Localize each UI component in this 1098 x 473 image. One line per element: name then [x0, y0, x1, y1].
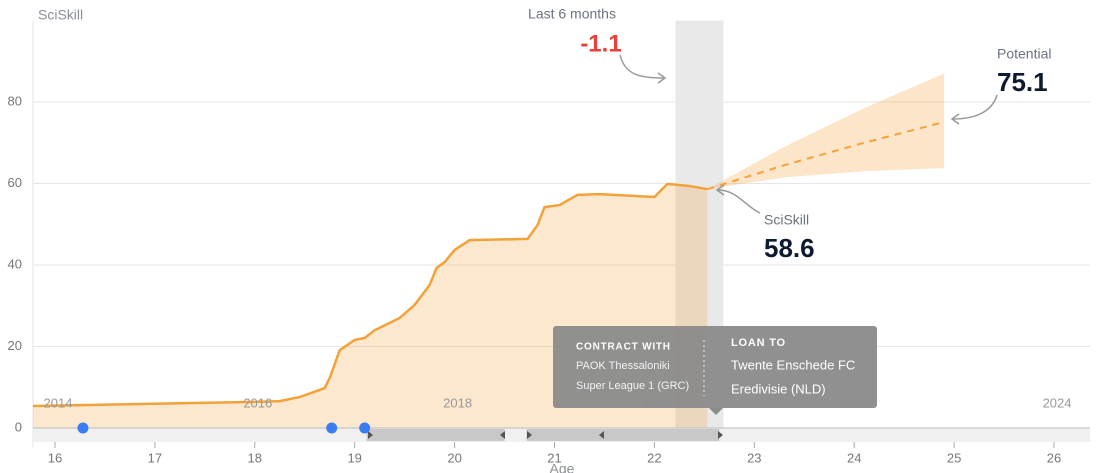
- potential-value: 75.1: [997, 67, 1048, 97]
- transfer-dot: [77, 422, 89, 434]
- timeline-segment: [366, 429, 505, 441]
- tooltip-title: LOAN TO: [731, 337, 786, 349]
- sciskill-value: 58.6: [764, 233, 815, 263]
- x-tick-label: 19: [347, 450, 361, 465]
- potential-line: [707, 120, 945, 191]
- line: [32, 182, 708, 408]
- timeline-segment: [526, 429, 720, 441]
- period-label: Last 6 months: [528, 6, 616, 22]
- transfer-dot: [326, 422, 338, 434]
- potential-band: [707, 73, 945, 190]
- arrowhead: [715, 184, 725, 196]
- x-tick-label: 24: [847, 450, 861, 465]
- x-tick-label: 23: [747, 450, 761, 465]
- y-tick-label: 40: [8, 256, 22, 271]
- x-tick-label: 16: [48, 450, 62, 465]
- timeline-arrow: [718, 431, 723, 439]
- tooltip-title: CONTRACT WITH: [576, 342, 671, 353]
- y-tick-label: 0: [15, 419, 22, 434]
- timeline-arrow: [368, 431, 373, 439]
- x-tick-label: 25: [947, 450, 961, 465]
- x-tick-label: 26: [1047, 450, 1061, 465]
- year-label: 2024: [1043, 395, 1072, 410]
- y-tick-label: 60: [8, 175, 22, 190]
- year-label: 2014: [44, 395, 73, 410]
- transfer-dot: [359, 422, 371, 434]
- tooltip-text: PAOK Thessaloniki: [576, 360, 670, 372]
- y-tick-label: 20: [8, 338, 22, 353]
- year-label: 2016: [243, 395, 272, 410]
- x-tick-label: 17: [148, 450, 162, 465]
- x-tick-label: 21: [547, 450, 561, 465]
- arrow: [619, 54, 665, 79]
- timeline-arrow: [599, 431, 604, 439]
- tooltip-box: [553, 326, 877, 408]
- y-tick-label: 80: [8, 93, 22, 108]
- arrow: [952, 94, 998, 120]
- tooltip-text: Twente Enschede FC: [731, 357, 855, 372]
- x-tick-label: 22: [647, 450, 661, 465]
- sciskill-label: SciSkill: [764, 212, 809, 228]
- tooltip-pointer: [709, 408, 723, 415]
- x-tick-label: 18: [248, 450, 262, 465]
- tooltip-text: Eredivisie (NLD): [731, 381, 826, 396]
- area: [33, 183, 708, 428]
- potential-label: Potential: [997, 46, 1051, 62]
- x-axis-label: Age: [550, 461, 575, 473]
- arrow: [717, 189, 761, 214]
- x-tick-label: 20: [447, 450, 461, 465]
- tooltip-text: Super League 1 (GRC): [576, 380, 689, 392]
- year-label: 2018: [443, 395, 472, 410]
- period-change: -1.1: [580, 30, 621, 57]
- timeline-arrow: [500, 431, 505, 439]
- timeline-arrow: [527, 431, 532, 439]
- arrowhead: [657, 72, 667, 84]
- arrowhead: [950, 113, 960, 125]
- tooltip: CONTRACT WITH PAOK Thessaloniki Super Leag…: [553, 326, 877, 415]
- y-axis-label: SciSkill: [38, 7, 83, 23]
